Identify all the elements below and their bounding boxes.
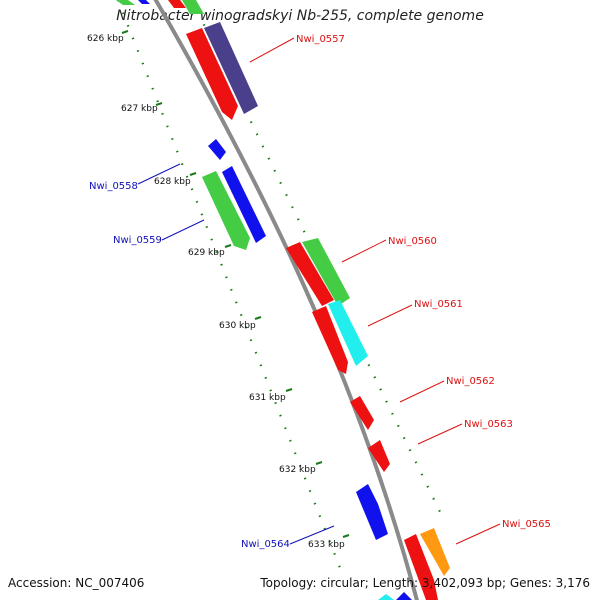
kbp-label: 631 kbp — [249, 393, 286, 403]
gene-nwi-0561-cyan — [328, 300, 368, 366]
tick-627 — [155, 102, 163, 106]
leader-nwi-0560 — [341, 239, 387, 263]
gene-label: Nwi_0564 — [241, 539, 290, 550]
leader-nwi-0558 — [137, 163, 181, 185]
gene-nwi-0557-red — [186, 28, 238, 120]
kbp-labels: 626 kbp 627 kbp 628 kbp 629 kbp 630 kbp … — [87, 34, 345, 550]
leader-nwi-0562 — [399, 380, 445, 403]
gene-nwi-0559-blue — [222, 166, 266, 243]
gene-blue-small — [208, 139, 226, 160]
gene-label: Nwi_0561 — [414, 299, 463, 310]
gene-nwi-0565-orange — [420, 528, 450, 576]
kbp-label: 628 kbp — [154, 177, 191, 187]
gene-features — [116, 0, 450, 600]
tick-631 — [285, 388, 293, 392]
kbp-label: 630 kbp — [219, 321, 256, 331]
tick-630 — [254, 316, 262, 320]
leader-nwi-0561 — [367, 304, 413, 327]
gene-blue-partial — [138, 0, 150, 4]
tick-629 — [224, 244, 232, 248]
gene-red-partial — [168, 0, 186, 8]
gene-green-partial-top — [182, 0, 204, 14]
gene-nwi-0562-red — [350, 396, 374, 430]
genome-backbone — [153, 0, 419, 600]
accession-text: Accession: NC_007406 — [8, 576, 145, 590]
leader-nwi-0564 — [289, 525, 335, 545]
gene-blue-bottom-partial — [396, 592, 412, 600]
gene-label: Nwi_0558 — [89, 181, 138, 192]
kbp-ticks — [121, 30, 350, 538]
tick-632 — [315, 461, 323, 465]
tick-626 — [121, 30, 129, 34]
kbp-label: 632 kbp — [279, 465, 316, 475]
gene-label: Nwi_0562 — [446, 376, 495, 387]
kbp-label: 629 kbp — [188, 248, 225, 258]
tick-633 — [342, 534, 350, 538]
gene-nwi-0561-red — [312, 306, 348, 374]
gene-nwi-0563-red — [368, 440, 390, 472]
label-leaders — [137, 37, 501, 545]
kbp-label: 627 kbp — [121, 104, 158, 114]
gene-nwi-0560-green — [302, 238, 350, 306]
tick-628 — [189, 172, 197, 176]
summary-text: Topology: circular; Length: 3,402,093 bp… — [260, 576, 590, 590]
gene-label: Nwi_0557 — [296, 34, 345, 45]
gene-label: Nwi_0560 — [388, 236, 437, 247]
leader-nwi-0565 — [455, 523, 501, 545]
gene-cyan-bottom-partial — [378, 594, 394, 600]
leader-nwi-0563 — [417, 423, 463, 445]
gene-label: Nwi_0559 — [113, 235, 162, 246]
gene-labels: Nwi_0557 Nwi_0558 Nwi_0559 Nwi_0560 Nwi_… — [89, 34, 551, 550]
gene-nwi-0564-blue — [356, 484, 388, 540]
gene-nwi-0565-red — [404, 534, 438, 600]
gene-green-partial — [116, 0, 135, 5]
kbp-label: 626 kbp — [87, 34, 124, 44]
map-title: Nitrobacter winogradskyi Nb-255, complet… — [116, 8, 484, 24]
gene-nwi-0558-green — [202, 171, 250, 250]
leader-nwi-0557 — [249, 37, 295, 63]
inner-track-ring — [116, 0, 346, 579]
gene-nwi-0557-purple — [204, 22, 258, 114]
kbp-label: 633 kbp — [308, 540, 345, 550]
leader-nwi-0559 — [161, 219, 205, 241]
gene-label: Nwi_0563 — [464, 419, 513, 430]
gene-nwi-0560-red — [286, 242, 334, 306]
gene-label: Nwi_0565 — [502, 519, 551, 530]
